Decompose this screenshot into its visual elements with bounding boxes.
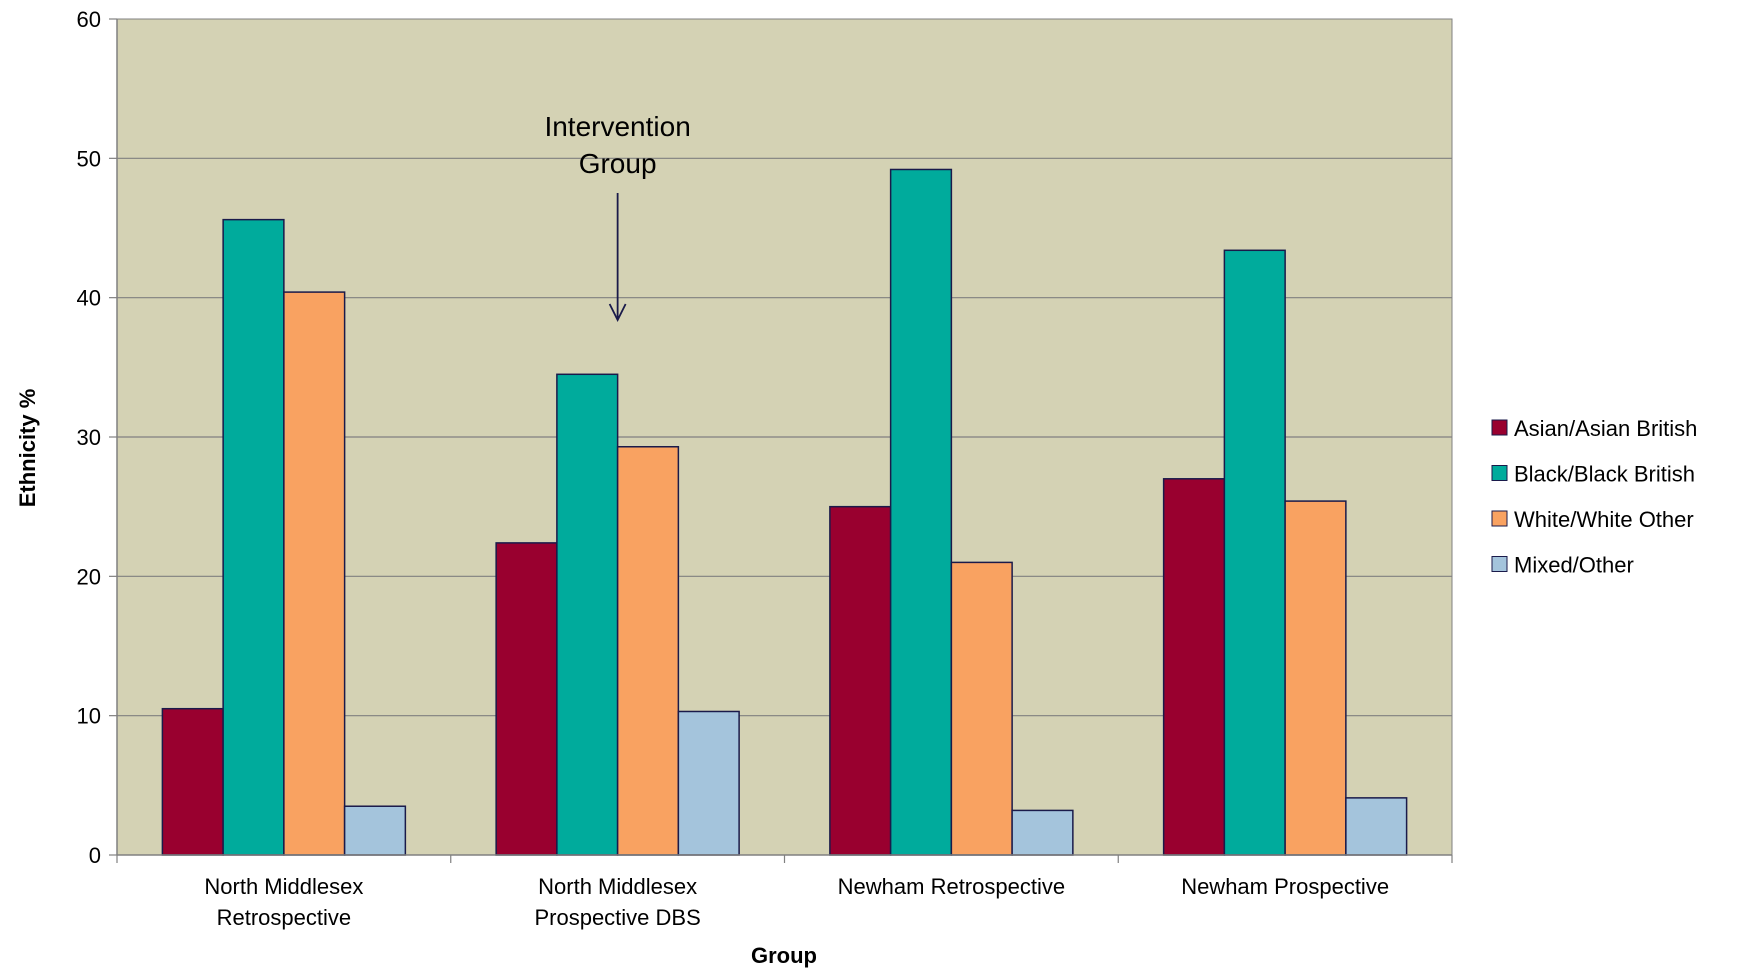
legend-swatch	[1491, 465, 1508, 481]
bar	[677, 710, 740, 856]
bar	[556, 373, 619, 856]
legend-swatch	[1491, 419, 1508, 436]
bar	[1162, 478, 1226, 856]
bar	[283, 291, 346, 856]
y-axis-ticks: 0 10 20 30 40 50 60	[77, 7, 117, 868]
legend-label: Asian/Asian British	[1514, 416, 1697, 441]
legend-swatch	[1491, 510, 1508, 527]
x-category-label: Newham Prospective	[1181, 874, 1389, 899]
bar	[1284, 500, 1347, 856]
legend-label: Mixed/Other	[1514, 553, 1634, 578]
annotation-text: Intervention	[544, 111, 690, 142]
legend-swatch	[1491, 556, 1508, 572]
x-axis-title: Group	[751, 943, 817, 968]
bar	[495, 542, 558, 856]
y-tick-label: 40	[77, 286, 101, 311]
y-tick-label: 20	[77, 564, 101, 589]
bars	[161, 168, 1408, 856]
x-axis-categories: North Middlesex Retrospective North Middle…	[204, 874, 1389, 930]
bar	[1345, 797, 1408, 856]
bar	[343, 805, 407, 856]
bar	[889, 168, 953, 856]
annotation-arrow-head	[608, 303, 627, 323]
bar	[222, 218, 285, 856]
legend-label: White/White Other	[1514, 507, 1694, 532]
bar	[1011, 809, 1074, 856]
x-category-label: Prospective DBS	[534, 905, 700, 930]
legend: Asian/Asian British Black/Black British Wh…	[1491, 416, 1697, 578]
intervention-group-annotation: Intervention Group	[544, 111, 691, 323]
y-tick-label: 60	[77, 7, 101, 32]
bar	[1223, 249, 1286, 856]
y-tick-label: 30	[77, 425, 101, 450]
bar	[161, 707, 224, 856]
x-category-label: North Middlesex	[204, 874, 363, 899]
x-category-label: Retrospective	[217, 905, 352, 930]
bar	[616, 446, 680, 856]
y-tick-label: 10	[77, 704, 101, 729]
y-axis-title: Ethnicity %	[15, 389, 40, 508]
y-tick-label: 50	[77, 146, 101, 171]
y-tick-label: 0	[89, 843, 101, 868]
bar	[829, 505, 892, 856]
legend-label: Black/Black British	[1514, 462, 1695, 487]
annotation-text: Group	[579, 148, 657, 179]
bar	[950, 561, 1013, 856]
x-category-label: Newham Retrospective	[838, 874, 1065, 899]
x-category-label: North Middlesex	[538, 874, 697, 899]
